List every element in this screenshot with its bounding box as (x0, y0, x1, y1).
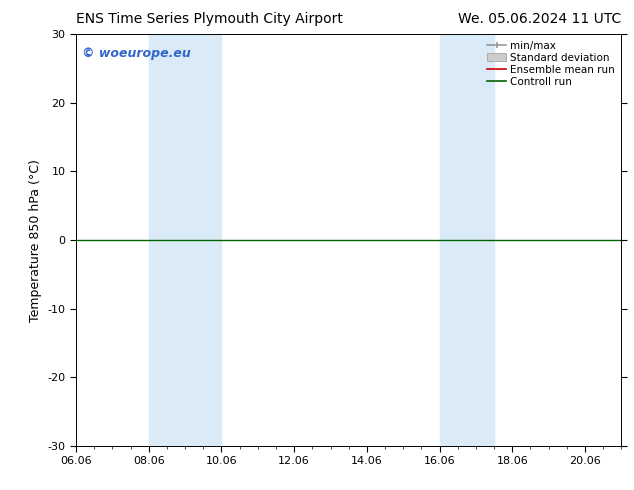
Bar (149, 34, 221, 446)
Text: We. 05.06.2024 11 UTC: We. 05.06.2024 11 UTC (458, 12, 621, 26)
Bar (439, 34, 494, 446)
Text: ENS Time Series Plymouth City Airport: ENS Time Series Plymouth City Airport (76, 12, 343, 26)
Legend: min/max, Standard deviation, Ensemble mean run, Controll run: min/max, Standard deviation, Ensemble me… (484, 37, 618, 90)
Y-axis label: Temperature 850 hPa (°C): Temperature 850 hPa (°C) (29, 159, 42, 321)
Text: © woeurope.eu: © woeurope.eu (82, 47, 190, 60)
